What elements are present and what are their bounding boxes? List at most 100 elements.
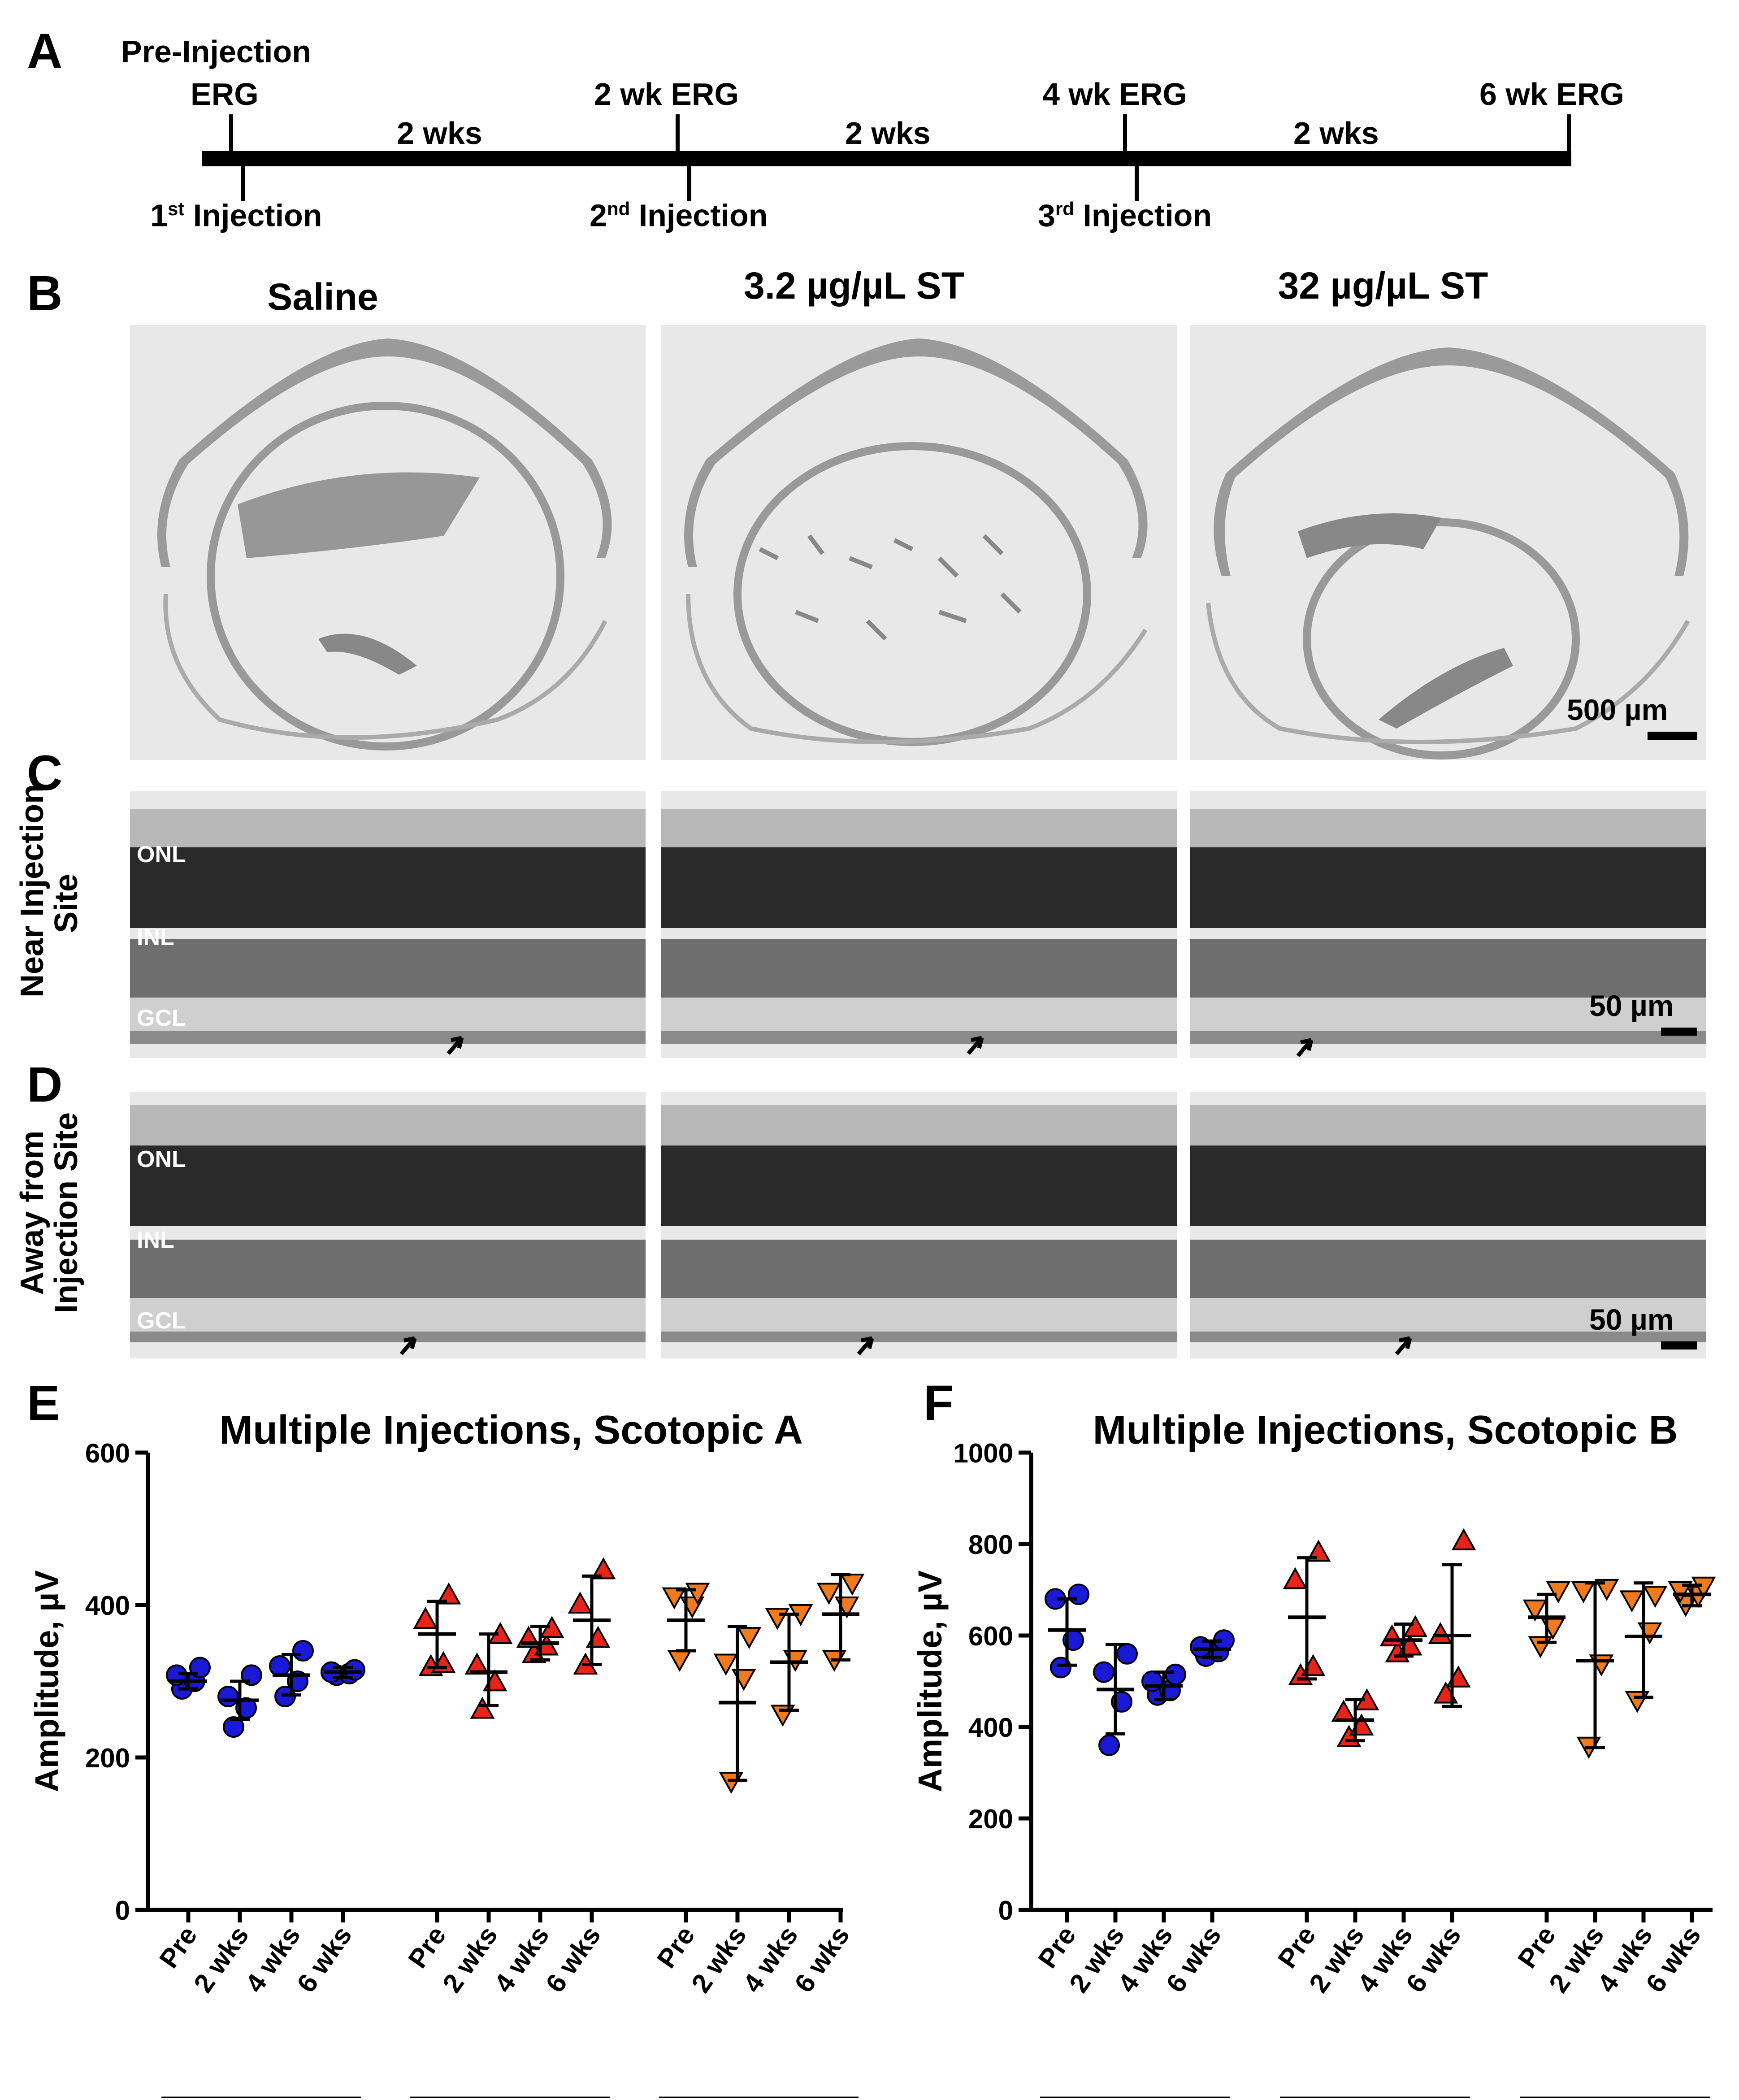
data-point: [1451, 1528, 1476, 1550]
data-point: [1668, 1581, 1693, 1604]
data-point: [1093, 1661, 1115, 1683]
y-tick-label: 400: [85, 1591, 130, 1621]
tick-label-erg: ERG: [191, 77, 259, 112]
y-tick-label: 0: [115, 1896, 130, 1926]
data-point: [1643, 1586, 1668, 1608]
data-point: [1068, 1584, 1089, 1605]
arrows-c: [447, 1036, 1314, 1057]
data-point: [1379, 1624, 1405, 1647]
data-point: [713, 1653, 738, 1676]
data-point: [1594, 1579, 1619, 1601]
chart-title: Multiple Injections, Scotopic A: [219, 1408, 803, 1453]
y-tick-label: 1000: [954, 1438, 1013, 1468]
scale-bar-d: [1661, 1341, 1697, 1349]
timeline: [202, 114, 1571, 201]
data-point: [840, 1574, 865, 1596]
tick-label-6wk-erg: 6 wk ERG: [1479, 77, 1624, 112]
interval-label-2: 2 wks: [845, 116, 931, 151]
data-point: [1283, 1567, 1308, 1589]
erg-tick-6wk: [1567, 114, 1571, 152]
interval-label-1: 2 wks: [397, 116, 482, 151]
chart-scotopic-b: Multiple Injections, Scotopic B Amplitude…: [911, 1408, 1716, 2098]
data-point: [662, 1587, 687, 1610]
panel-e-letter: E: [27, 1375, 60, 1431]
y-tick-label: 200: [968, 1804, 1013, 1834]
data-point: [1546, 1581, 1571, 1604]
scale-bar-c: [1661, 1028, 1697, 1036]
column-header-low-dose: 3.2 µg/µL ST: [743, 265, 965, 307]
retina-near-low-dose: [661, 791, 1177, 1058]
x-tick-label: 2 wks: [188, 1921, 255, 1998]
x-tick-label: Pre: [651, 1921, 700, 1974]
data-point: [1165, 1663, 1186, 1685]
layer-label-inl-d: INL: [137, 1227, 174, 1253]
x-tick-label: 6 wks: [789, 1921, 855, 1998]
data-point: [1116, 1643, 1138, 1665]
tick-label-pre-injection: Pre-Injection: [121, 34, 311, 69]
panel-a-letter: A: [27, 24, 63, 79]
data-point: [1619, 1590, 1644, 1613]
data-point: [223, 1716, 244, 1738]
row-label-away-from-injection: Away from Injection Site: [14, 1112, 84, 1314]
y-axis-label: Amplitude, µV: [911, 1571, 949, 1792]
y-tick-label: 400: [968, 1713, 1013, 1743]
data-point: [1098, 1734, 1120, 1756]
x-tick-label: Pre: [402, 1921, 451, 1974]
column-header-high-dose: 32 µg/µL ST: [1278, 265, 1488, 307]
data-point: [1141, 1670, 1163, 1692]
data-point: [1428, 1622, 1453, 1644]
timeline-bar: [202, 151, 1571, 166]
data-point: [1403, 1615, 1428, 1637]
x-tick-label: 4 wks: [488, 1921, 555, 1998]
erg-tick-2wk: [676, 114, 680, 152]
layer-label-gcl-d: GCL: [137, 1308, 186, 1334]
data-point: [413, 1606, 438, 1629]
eye-image-high-dose: [1190, 325, 1706, 760]
y-axis-label: Amplitude, µV: [28, 1571, 65, 1792]
injection-label-1: 1st Injection: [150, 198, 322, 233]
interval-label-3: 2 wks: [1293, 116, 1379, 151]
layer-label-onl-d: ONL: [137, 1146, 186, 1172]
data-point: [765, 1608, 790, 1630]
panel-d-letter: D: [27, 1057, 63, 1112]
panel-c-letter: C: [27, 746, 63, 801]
panel-f-letter: F: [924, 1375, 954, 1431]
data-point: [1331, 1700, 1356, 1722]
x-tick-label: 6 wks: [540, 1921, 607, 1998]
injection-label-3: 3rd Injection: [1038, 198, 1212, 233]
scale-label-b: 500 µm: [1567, 693, 1668, 726]
retina-away-low-dose: [661, 1092, 1177, 1358]
retina-away-high-dose: [1190, 1092, 1706, 1358]
layer-label-onl-c: ONL: [137, 842, 186, 868]
retina-near-high-dose: [1190, 791, 1706, 1058]
data-point: [470, 1696, 495, 1719]
y-tick-label: 0: [998, 1896, 1013, 1926]
layer-label-gcl-c: GCL: [137, 1005, 186, 1031]
scale-label-d: 50 µm: [1589, 1303, 1674, 1336]
data-point: [737, 1627, 762, 1649]
erg-tick-pre: [229, 114, 233, 152]
x-tick-label: 2 wks: [437, 1921, 503, 1998]
tick-label-4wk-erg: 4 wk ERG: [1042, 77, 1187, 112]
column-header-saline: Saline: [267, 276, 378, 318]
data-point: [816, 1583, 841, 1605]
data-point: [1306, 1540, 1331, 1562]
eye-image-low-dose: [661, 325, 1177, 760]
data-point: [1691, 1576, 1716, 1599]
erg-tick-4wk: [1123, 114, 1127, 152]
arrows-d: [399, 1336, 1412, 1355]
data-point: [344, 1659, 365, 1681]
row-label-near-injection: Near Injection Site: [14, 784, 84, 998]
data-point: [292, 1640, 314, 1662]
y-tick-label: 600: [85, 1438, 130, 1468]
injection-tick-2: [687, 165, 691, 201]
eye-image-saline: [130, 325, 646, 760]
retina-near-saline: [130, 791, 646, 1058]
layer-label-inl-c: INL: [137, 924, 174, 950]
data-point: [217, 1686, 239, 1707]
retina-away-saline: [130, 1092, 646, 1358]
injection-tick-3: [1135, 165, 1139, 201]
data-point: [591, 1557, 616, 1579]
panel-b-letter: B: [27, 266, 63, 321]
x-tick-label: 4 wks: [737, 1921, 804, 1998]
